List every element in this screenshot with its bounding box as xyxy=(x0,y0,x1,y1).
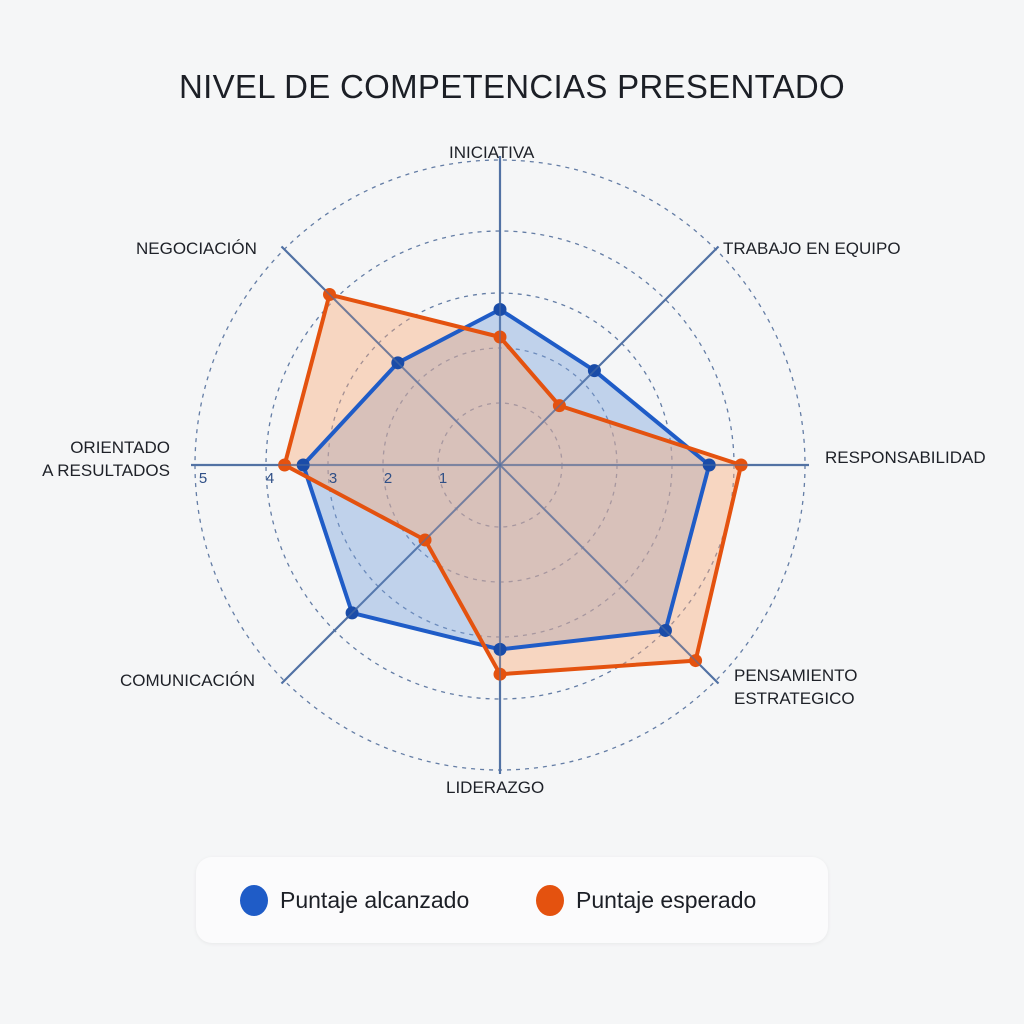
axis-label-iniciativa: INICIATIVA xyxy=(449,143,535,162)
scale-label: 2 xyxy=(384,470,392,487)
axis-label-trabajo-en-equipo: TRABAJO EN EQUIPO xyxy=(723,239,901,258)
axis-label-pensamiento-estrategico: PENSAMIENTO ESTRATEGICO xyxy=(734,664,857,710)
axis-line-overlay xyxy=(499,464,720,685)
scale-label: 5 xyxy=(199,470,207,487)
axis-label-responsabilidad: RESPONSABILIDAD xyxy=(825,448,986,467)
axis-label-line: PENSAMIENTO xyxy=(734,666,858,685)
axis-label-comunicacion: COMUNICACIÓN xyxy=(120,671,256,690)
legend-item-esperado[interactable]: Puntaje esperado xyxy=(536,885,756,916)
axis-label-line: ESTRATEGICO xyxy=(734,689,855,708)
legend-label: Puntaje alcanzado xyxy=(280,887,470,913)
axis-label-orientado-a-resultados: ORIENTADO A RESULTADOS xyxy=(30,436,170,482)
axis-label-line: ORIENTADO xyxy=(70,438,170,457)
legend-label: Puntaje esperado xyxy=(576,887,757,913)
scale-label: 3 xyxy=(329,470,337,487)
axis-line-overlay xyxy=(499,245,720,466)
scale-label: 4 xyxy=(266,470,274,487)
scale-label: 1 xyxy=(439,470,447,487)
axis-label-liderazgo: LIDERAZGO xyxy=(446,778,545,797)
radar-scale-labels: 1 2 3 4 5 xyxy=(199,470,447,487)
series-area xyxy=(284,294,742,675)
legend: Puntaje alcanzado Puntaje esperado xyxy=(196,857,828,943)
axis-label-negociacion: NEGOCIACIÓN xyxy=(136,239,257,258)
radar-series xyxy=(278,288,748,681)
axis-line-overlay xyxy=(280,245,501,466)
axis-line-overlay xyxy=(280,464,501,685)
chart-title: NIVEL DE COMPETENCIAS PRESENTADO xyxy=(178,68,846,105)
legend-dot-blue-icon xyxy=(240,885,268,916)
legend-item-alcanzado[interactable]: Puntaje alcanzado xyxy=(240,885,469,916)
legend-dot-orange-icon xyxy=(536,885,564,916)
series-area xyxy=(303,309,710,650)
axis-label-line: A RESULTADOS xyxy=(42,461,170,480)
